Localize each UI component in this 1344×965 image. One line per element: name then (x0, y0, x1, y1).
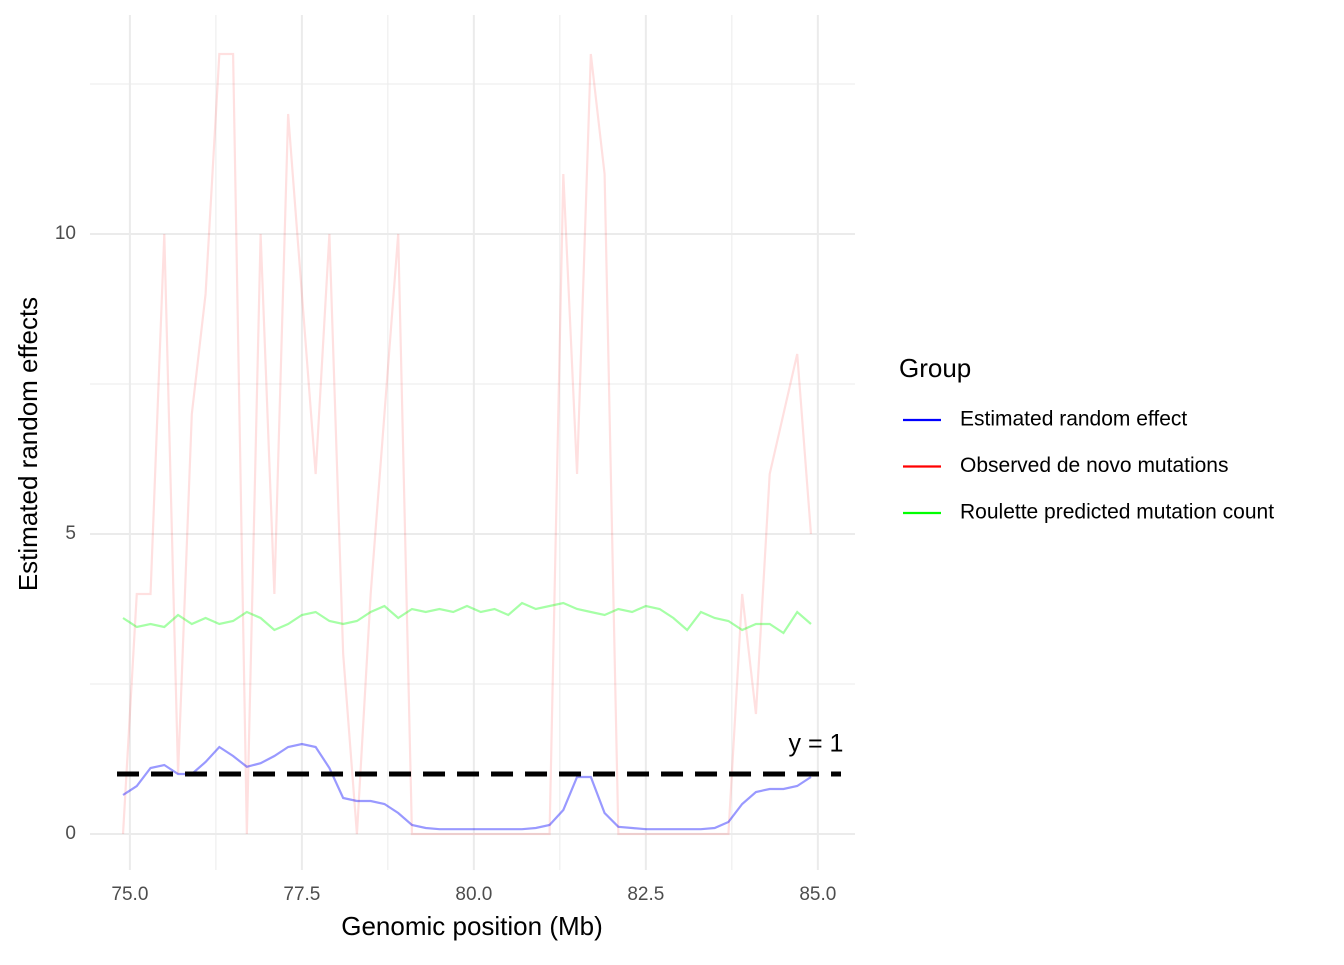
data-line (121, 52, 813, 836)
y-tick-label: 0 (65, 823, 76, 844)
legend-title: Group (899, 353, 971, 383)
x-tick-label: 75.0 (111, 884, 148, 905)
data-line (122, 601, 812, 635)
x-axis-title: Genomic position (Mb) (341, 911, 603, 941)
legend-label: Roulette predicted mutation count (960, 501, 1274, 524)
x-tick-label: 82.5 (627, 884, 664, 905)
data-line (122, 742, 812, 831)
x-tick-label: 77.5 (283, 884, 320, 905)
x-tick-label: 85.0 (799, 884, 836, 905)
y-tick-label: 10 (55, 223, 76, 244)
y-tick-label: 5 (65, 523, 76, 544)
reference-label: y = 1 (789, 730, 844, 758)
y-axis-title: Estimated random effects (13, 297, 43, 591)
x-tick-label: 80.0 (455, 884, 492, 905)
legend-label: Observed de novo mutations (960, 454, 1229, 477)
legend-label: Estimated random effect (960, 408, 1187, 431)
